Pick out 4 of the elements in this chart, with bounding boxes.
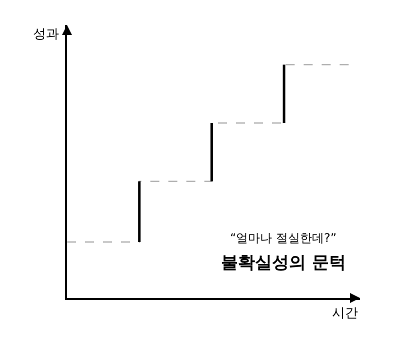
annotation: 불확실성의 문턱: [221, 253, 346, 273]
x-axis-title: 시간: [332, 306, 358, 321]
y-axis-title: 성과: [33, 27, 59, 42]
annotation: “얼마나 절실한데?”: [230, 231, 337, 245]
